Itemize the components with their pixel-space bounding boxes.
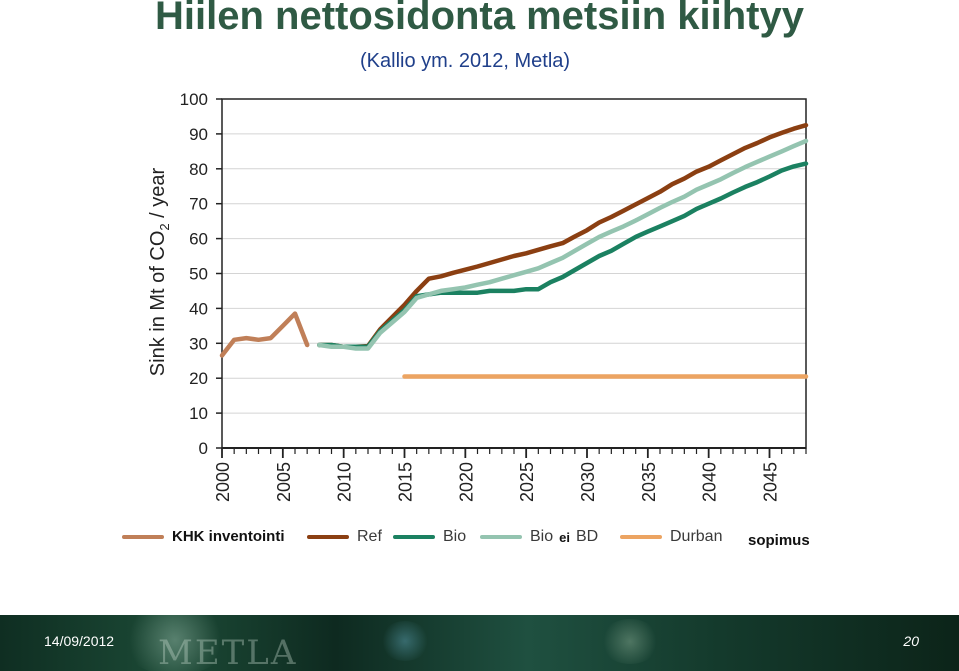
y-tick-label-10: 10: [189, 404, 208, 423]
footer-glow-right: [600, 619, 660, 664]
series-layer: [219, 122, 809, 379]
y-tick-label-70: 70: [189, 195, 208, 214]
y-tick-label-30: 30: [189, 334, 208, 353]
legend-item-bio: Bio: [393, 528, 466, 546]
legend-label-durban: Durban: [670, 528, 723, 545]
x-tick-label-2000: 2000: [213, 462, 233, 502]
slide-footer: METLA 14/09/2012 20: [0, 615, 959, 671]
legend-label-bio: Bio: [443, 528, 467, 545]
x-tick-label-2035: 2035: [639, 462, 659, 502]
y-tick-label-0: 0: [199, 439, 208, 458]
legend-swatch-bio-ei-bd: [480, 535, 522, 539]
legend-swatch-bio: [393, 535, 435, 539]
y-axis-label-tail: / year: [147, 167, 169, 223]
y-axis-label: Sink in Mt of CO2 / year: [147, 167, 172, 376]
footer-glow-left: [120, 615, 230, 671]
y-tick-label-90: 90: [189, 125, 208, 144]
footer-date: 14/09/2012: [44, 633, 115, 649]
y-tick-label-20: 20: [189, 369, 208, 388]
y-tick-label-50: 50: [189, 265, 208, 284]
legend-label-bio-ei-bd-c: BD: [575, 528, 599, 545]
legend-item-durban: Durban: [620, 528, 722, 546]
legend-swatch-durban: [620, 535, 662, 539]
series-line-khk-inventointi: [219, 311, 310, 358]
legend-swatch-ref: [307, 535, 349, 539]
legend-label-ref: Ref: [357, 528, 382, 545]
x-tick-label-2025: 2025: [517, 462, 537, 502]
slide-title: Hiilen nettosidonta metsiin kiihtyy: [155, 0, 804, 38]
x-tick-label-2020: 2020: [456, 462, 476, 502]
legend-item-ref: Ref: [307, 528, 382, 546]
y-tick-label-40: 40: [189, 299, 208, 318]
y-tick-label-100: 100: [180, 90, 208, 109]
legend-note-sopimus: sopimus: [748, 532, 810, 549]
series-line-bio-ei-bd: [317, 138, 809, 351]
chart-legend: KHK inventointi Ref Bio Bio ei BD Durban…: [0, 528, 959, 552]
y-tick-label-60: 60: [189, 230, 208, 249]
legend-item-bio-ei-bd: Bio ei BD: [480, 528, 598, 546]
legend-label-khk: KHK inventointi: [172, 528, 285, 545]
page-number: 20: [903, 633, 919, 649]
series-line-ref: [317, 122, 809, 350]
x-tick-label-2030: 2030: [578, 462, 598, 502]
legend-swatch-khk: [122, 534, 164, 539]
legend-label-bio-ei-bd-b: ei: [559, 529, 570, 545]
y-tick-label-80: 80: [189, 160, 208, 179]
y-axis-label-subscript: 2: [157, 223, 172, 230]
legend-item-khk: KHK inventointi: [122, 528, 285, 545]
x-tick-label-2045: 2045: [761, 462, 781, 502]
slide-subtitle: (Kallio ym. 2012, Metla): [360, 50, 571, 72]
series-line-bio: [317, 161, 809, 350]
footer-glow-mid: [380, 621, 430, 661]
x-tick-label-2005: 2005: [274, 462, 294, 502]
x-tick-label-2010: 2010: [335, 462, 355, 502]
legend-label-bio-ei-bd-a: Bio: [530, 528, 554, 545]
x-tick-label-2015: 2015: [396, 462, 416, 502]
metla-logo: METLA: [158, 633, 298, 671]
x-tick-label-2040: 2040: [700, 462, 720, 502]
y-axis-label-main: Sink in Mt of CO: [147, 231, 169, 377]
